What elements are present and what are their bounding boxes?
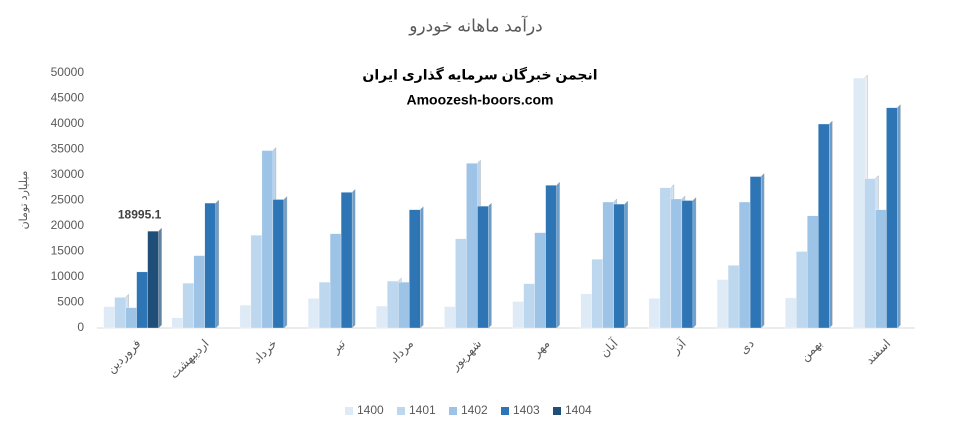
bar-side (283, 195, 288, 329)
bar (727, 265, 740, 329)
data-label: 18995.1 (118, 207, 162, 221)
bar (818, 123, 830, 329)
y-tick-label: 30000 (51, 167, 85, 181)
bar (523, 283, 535, 329)
bar (875, 209, 887, 329)
bar (136, 271, 148, 329)
legend-swatch (397, 407, 405, 415)
bar (114, 297, 126, 329)
bar (261, 150, 274, 329)
bar (785, 297, 797, 329)
bar (807, 215, 819, 329)
y-tick-label: 5000 (57, 295, 84, 309)
bar (376, 305, 388, 329)
bar (534, 232, 546, 329)
bar (387, 280, 399, 329)
annotation: Amoozesh-boors.com (406, 92, 553, 108)
bar (318, 281, 331, 329)
legend-label: 1404 (565, 403, 592, 417)
chart-title: درآمد ماهانه خودرو (408, 14, 543, 35)
y-tick-label: 40000 (51, 116, 85, 130)
bar (329, 233, 342, 329)
bar (340, 192, 353, 329)
bar (864, 178, 876, 329)
bar (749, 176, 762, 329)
bar (466, 163, 478, 329)
legend-swatch (345, 407, 353, 415)
y-tick-label: 50000 (51, 65, 85, 79)
bar (477, 205, 489, 329)
legend-label: 1401 (409, 403, 436, 417)
bar (171, 317, 183, 329)
legend-swatch (501, 407, 509, 415)
bar-side (829, 120, 833, 329)
y-tick-label: 20000 (51, 218, 85, 232)
bar (409, 209, 421, 329)
bar (659, 187, 672, 329)
bar (648, 298, 661, 329)
legend-swatch (553, 407, 561, 415)
bar (853, 77, 865, 329)
bar (272, 199, 285, 329)
bar (103, 306, 115, 329)
bar-side (556, 181, 560, 329)
y-tick-label: 15000 (51, 244, 85, 258)
bar (580, 293, 592, 329)
bar (796, 251, 808, 329)
y-tick-label: 25000 (51, 193, 85, 207)
bar (545, 185, 557, 329)
bar-side (215, 199, 219, 329)
legend-label: 1402 (461, 403, 488, 417)
y-tick-label: 45000 (51, 91, 85, 105)
y-axis-label: میلیارد تومان (18, 170, 30, 229)
bar (307, 298, 320, 329)
bar (398, 281, 410, 329)
bar (681, 200, 694, 329)
bar-side (488, 202, 492, 329)
bar (193, 255, 205, 329)
bar (444, 306, 456, 329)
bar-side (897, 104, 901, 329)
bar-side (624, 200, 628, 329)
bar (125, 307, 137, 329)
bar-side (158, 227, 162, 329)
y-tick-label: 10000 (51, 269, 85, 283)
y-tick-label: 0 (77, 320, 84, 334)
bar (602, 201, 614, 329)
bar (147, 230, 159, 329)
bar (512, 301, 524, 329)
bar-side (692, 197, 697, 329)
bar (670, 198, 683, 329)
bar (591, 258, 603, 329)
bar (738, 201, 751, 329)
bar (182, 282, 194, 329)
bar-side (351, 188, 356, 329)
bar (613, 203, 625, 329)
legend-label: 1403 (513, 403, 540, 417)
bar (250, 235, 263, 329)
legend-label: 1400 (357, 403, 384, 417)
y-tick-label: 35000 (51, 142, 85, 156)
bar-side (420, 206, 424, 329)
bar (716, 279, 729, 329)
bar (455, 238, 467, 329)
legend-swatch (449, 407, 457, 415)
bar-side (760, 173, 765, 329)
bar (886, 107, 898, 329)
bar (204, 202, 216, 329)
bar (239, 304, 252, 329)
annotation: انجمن خبرگان سرمایه گذاری ایران (362, 67, 597, 84)
